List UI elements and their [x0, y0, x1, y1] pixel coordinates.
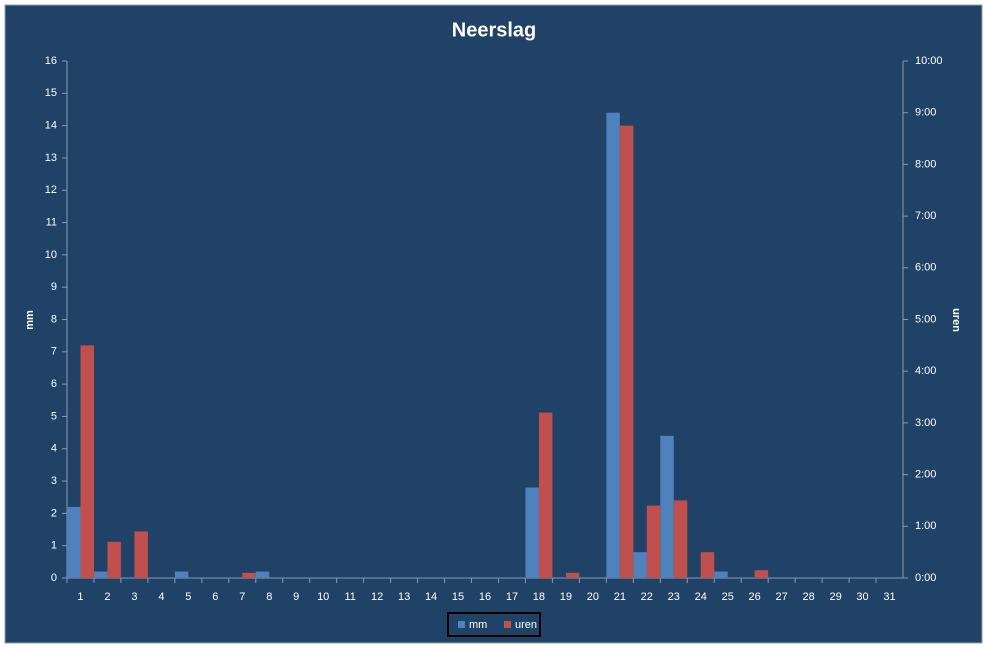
y-tick-label: 9 — [51, 281, 57, 293]
y2-tick-label: 8:00 — [915, 158, 936, 170]
x-tick-label: 8 — [266, 591, 272, 603]
x-tick-label: 15 — [452, 591, 464, 603]
y-tick-label: 14 — [45, 120, 57, 132]
x-tick-label: 20 — [587, 591, 599, 603]
x-tick-label: 31 — [883, 591, 895, 603]
bar — [242, 572, 256, 578]
bar — [107, 541, 121, 578]
x-tick-label: 1 — [77, 591, 83, 603]
y-axis-label: mm — [24, 310, 36, 330]
x-tick-label: 5 — [185, 591, 191, 603]
y2-tick-label: 3:00 — [915, 417, 936, 429]
x-tick-label: 19 — [560, 591, 572, 603]
x-tick-label: 6 — [212, 591, 218, 603]
x-tick-label: 9 — [293, 591, 299, 603]
chart-title: Neerslag — [452, 19, 537, 41]
y2-tick-label: 1:00 — [915, 520, 936, 532]
y-tick-label: 11 — [46, 216, 57, 228]
y2-tick-label: 0:00 — [915, 572, 936, 584]
bar — [619, 125, 634, 578]
bar — [93, 571, 108, 578]
x-tick-label: 24 — [695, 591, 707, 603]
y-tick-label: 8 — [51, 313, 57, 325]
x-tick-label: 21 — [614, 591, 626, 603]
bar — [754, 570, 769, 578]
legend-box — [447, 612, 541, 637]
bar — [700, 552, 715, 578]
bar — [174, 571, 189, 578]
y-tick-label: 12 — [45, 184, 57, 196]
x-tick-label: 16 — [479, 591, 491, 603]
y-tick-label: 15 — [45, 87, 57, 99]
chart-background — [4, 4, 983, 644]
y2-tick-label: 5:00 — [915, 313, 936, 325]
x-tick-label: 14 — [425, 591, 437, 603]
y2-tick-label: 10:00 — [915, 55, 943, 67]
y-tick-label: 13 — [45, 152, 57, 164]
y-tick-label: 3 — [51, 475, 57, 487]
x-tick-label: 7 — [239, 591, 245, 603]
bar — [80, 345, 94, 578]
legend-label: mm — [469, 619, 487, 631]
bar — [565, 572, 580, 578]
y2-tick-label: 9:00 — [915, 107, 936, 119]
bar — [646, 505, 661, 578]
y2-tick-label: 7:00 — [915, 210, 936, 222]
x-tick-label: 11 — [344, 591, 355, 603]
bar — [633, 552, 647, 578]
legend-swatch — [458, 621, 465, 628]
x-tick-label: 18 — [533, 591, 545, 603]
x-tick-label: 4 — [158, 591, 164, 603]
y-tick-label: 16 — [45, 55, 57, 67]
y-tick-label: 2 — [51, 507, 57, 519]
x-tick-label: 23 — [668, 591, 680, 603]
bar — [660, 435, 674, 578]
x-tick-label: 27 — [776, 591, 788, 603]
x-tick-label: 29 — [829, 591, 841, 603]
bar — [606, 112, 620, 578]
x-tick-label: 22 — [641, 591, 653, 603]
x-tick-label: 28 — [802, 591, 814, 603]
x-tick-label: 10 — [317, 591, 329, 603]
y-tick-label: 7 — [51, 346, 57, 358]
y2-tick-label: 4:00 — [915, 365, 936, 377]
x-tick-label: 2 — [104, 591, 110, 603]
y-tick-label: 10 — [45, 249, 57, 261]
y2-axis-label: uren — [950, 308, 962, 332]
bar — [134, 531, 148, 578]
x-tick-label: 12 — [371, 591, 383, 603]
y2-tick-label: 2:00 — [915, 469, 936, 481]
x-tick-label: 17 — [506, 591, 518, 603]
bar — [67, 506, 81, 578]
y2-tick-label: 6:00 — [915, 262, 936, 274]
bar — [714, 571, 728, 578]
y-tick-label: 0 — [51, 572, 57, 584]
x-tick-label: 30 — [856, 591, 868, 603]
bar — [673, 500, 688, 578]
bar — [538, 412, 553, 578]
y-tick-label: 6 — [51, 378, 57, 390]
y-tick-label: 5 — [51, 410, 57, 422]
y-tick-label: 4 — [51, 443, 57, 455]
x-tick-label: 26 — [749, 591, 761, 603]
legend-swatch — [504, 621, 511, 628]
bar — [255, 571, 270, 578]
x-tick-label: 25 — [722, 591, 734, 603]
y-tick-label: 1 — [51, 540, 57, 552]
x-tick-label: 13 — [398, 591, 410, 603]
x-tick-label: 3 — [131, 591, 137, 603]
bar — [525, 487, 539, 578]
legend-label: uren — [515, 619, 537, 631]
